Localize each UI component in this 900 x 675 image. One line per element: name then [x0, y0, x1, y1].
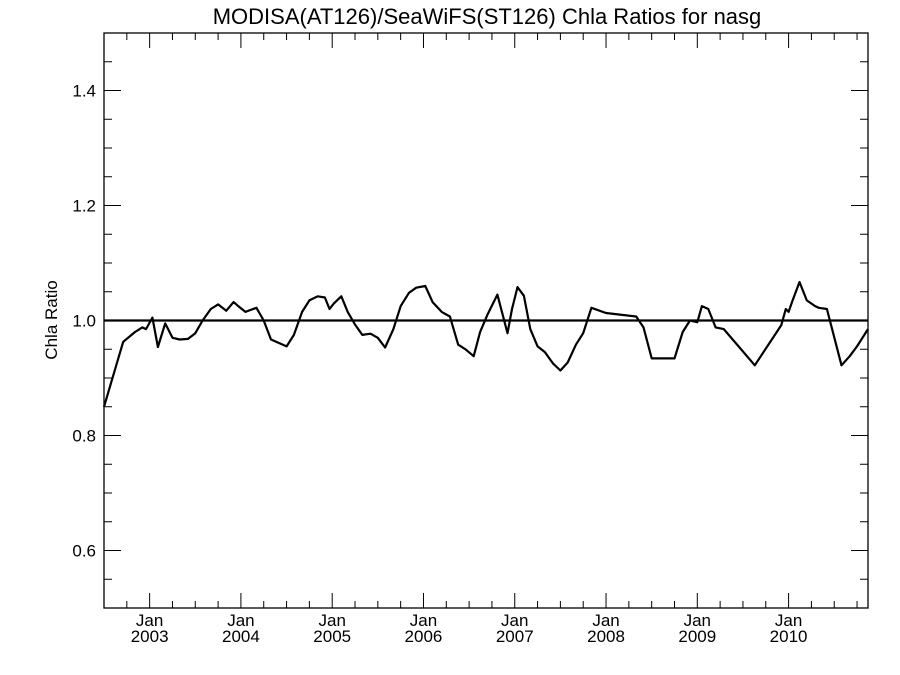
- x-tick-year: 2003: [131, 627, 169, 646]
- y-tick-label: 1.4: [72, 82, 96, 101]
- x-tick-month: Jan: [775, 611, 802, 630]
- y-tick-label: 1.0: [72, 312, 96, 331]
- x-tick-year: 2007: [496, 627, 534, 646]
- x-tick-year: 2006: [405, 627, 443, 646]
- chart-title: MODISA(AT126)/SeaWiFS(ST126) Chla Ratios…: [213, 4, 762, 29]
- x-tick-year: 2005: [313, 627, 351, 646]
- x-tick-month: Jan: [592, 611, 619, 630]
- y-tick-label: 0.6: [72, 542, 96, 561]
- x-tick-year: 2009: [678, 627, 716, 646]
- x-tick-month: Jan: [684, 611, 711, 630]
- x-tick-year: 2008: [587, 627, 625, 646]
- x-tick-month: Jan: [410, 611, 437, 630]
- y-tick-label: 0.8: [72, 427, 96, 446]
- chla-ratio-series-line: [102, 280, 869, 408]
- x-tick-month: Jan: [318, 611, 345, 630]
- y-axis-label: Chla Ratio: [42, 280, 61, 359]
- x-tick-month: Jan: [227, 611, 254, 630]
- x-tick-month: Jan: [136, 611, 163, 630]
- series-group: [102, 280, 869, 408]
- tick-labels: 0.60.81.01.21.4Jan2003Jan2004Jan2005Jan2…: [72, 82, 807, 647]
- plot-frame: [103, 32, 869, 609]
- x-tick-year: 2004: [222, 627, 260, 646]
- x-tick-month: Jan: [501, 611, 528, 630]
- x-tick-year: 2010: [770, 627, 808, 646]
- y-tick-label: 1.2: [72, 197, 96, 216]
